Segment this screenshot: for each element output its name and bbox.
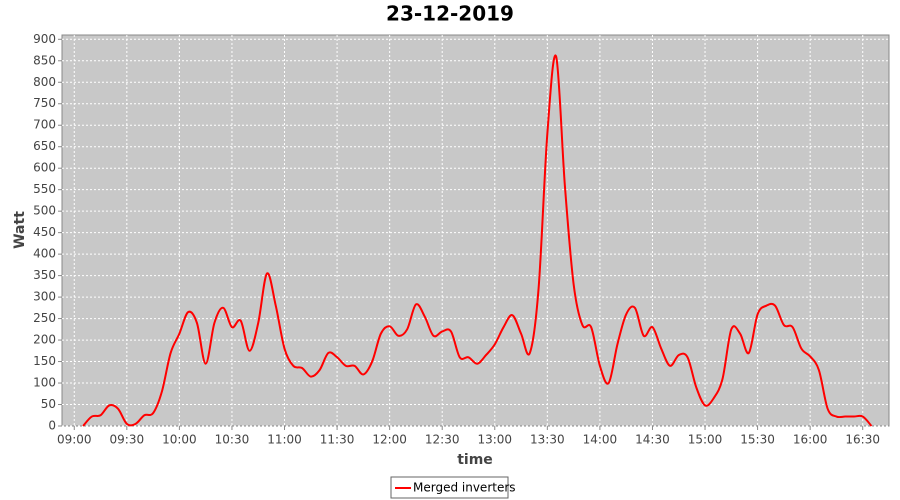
y-tick-label: 250 [33,311,56,325]
y-tick-label: 600 [33,161,56,175]
x-tick-label: 10:00 [162,433,197,447]
y-tick-label: 650 [33,139,56,153]
x-tick-label: 09:30 [110,433,145,447]
y-tick-label: 400 [33,247,56,261]
y-tick-label: 150 [33,354,56,368]
y-tick-label: 550 [33,182,56,196]
x-tick-label: 12:00 [372,433,407,447]
y-tick-label: 50 [41,397,56,411]
y-tick-label: 350 [33,268,56,282]
legend [390,476,509,499]
legend-label: Merged inverters [413,481,516,495]
y-tick-label: 100 [33,376,56,390]
x-tick-label: 15:30 [740,433,775,447]
y-tick-label: 850 [33,53,56,67]
x-tick-label: 16:00 [793,433,828,447]
y-tick-label: 800 [33,75,56,89]
y-tick-label: 750 [33,96,56,110]
plot-area [61,34,890,427]
x-tick-label: 12:30 [425,433,460,447]
x-tick-label: 10:30 [215,433,250,447]
y-axis-label: Watt [12,211,28,249]
data-line [82,54,873,427]
y-tick-label: 450 [33,225,56,239]
x-tick-label: 11:30 [320,433,355,447]
marks [82,54,873,427]
grid [62,35,889,427]
y-tick-label: 200 [33,333,56,347]
x-tick-label: 13:30 [530,433,565,447]
x-axis-label: time [457,452,493,468]
y-tick-label: 900 [33,32,56,46]
y-tick-label: 500 [33,204,56,218]
chart-title: 23-12-2019 [386,2,514,26]
y-tick-label: 700 [33,118,56,132]
y-tick-label: 0 [48,419,56,433]
y-tick-label: 300 [33,290,56,304]
x-tick-label: 09:00 [57,433,92,447]
x-tick-label: 11:00 [267,433,302,447]
x-tick-label: 15:00 [688,433,723,447]
x-tick-label: 13:00 [477,433,512,447]
x-tick-label: 14:00 [583,433,618,447]
x-tick-label: 14:30 [635,433,670,447]
x-tick-label: 16:30 [845,433,880,447]
